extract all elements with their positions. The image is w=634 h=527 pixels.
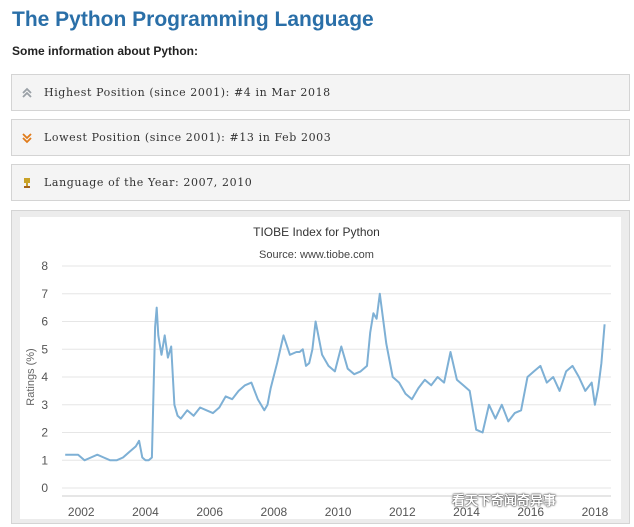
y-tick-label: 4 [41, 370, 48, 384]
double-chevron-down-icon [20, 131, 34, 145]
x-tick-label: 2018 [582, 505, 609, 519]
page-subtitle: Some information about Python: [12, 44, 198, 58]
page-title: The Python Programming Language [12, 8, 374, 31]
y-tick-label: 2 [41, 426, 48, 440]
y-tick-label: 7 [41, 287, 48, 301]
trophy-icon [20, 176, 34, 190]
chart-title: TIOBE Index for Python [253, 225, 380, 239]
lowest-position-text: Lowest Position (since 2001): #13 in Feb… [44, 131, 332, 144]
double-chevron-up-icon [20, 86, 34, 100]
x-tick-label: 2014 [453, 505, 480, 519]
chart-panel: TIOBE Index for Python Source: www.tiobe.… [11, 210, 630, 524]
highest-position-box: Highest Position (since 2001): #4 in Mar… [11, 74, 630, 111]
x-tick-label: 2004 [132, 505, 159, 519]
x-tick-label: 2010 [325, 505, 352, 519]
y-tick-label: 3 [41, 398, 48, 412]
x-tick-label: 2008 [261, 505, 288, 519]
watermark: 看天下奇闻奇异事 [452, 493, 557, 508]
y-tick-label: 5 [41, 342, 48, 356]
series-line-0 [65, 292, 606, 462]
lowest-position-box: Lowest Position (since 2001): #13 in Feb… [11, 119, 630, 156]
y-tick-label: 0 [41, 481, 48, 495]
y-axis-label: Ratings (%) [25, 348, 37, 405]
x-tick-label: 2002 [68, 505, 95, 519]
y-tick-label: 1 [41, 453, 48, 467]
language-of-year-box: Language of the Year: 2007, 2010 [11, 164, 630, 201]
chart-subtitle: Source: www.tiobe.com [259, 249, 374, 261]
chart-area: TIOBE Index for Python Source: www.tiobe.… [20, 217, 621, 519]
tiobe-line-chart: TIOBE Index for Python Source: www.tiobe.… [25, 225, 611, 519]
highest-position-text: Highest Position (since 2001): #4 in Mar… [44, 86, 331, 99]
x-tick-label: 2006 [196, 505, 223, 519]
x-tick-label: 2012 [389, 505, 416, 519]
x-tick-label: 2016 [517, 505, 544, 519]
language-of-year-text: Language of the Year: 2007, 2010 [44, 176, 253, 189]
y-tick-label: 8 [41, 259, 48, 273]
y-tick-label: 6 [41, 315, 48, 329]
